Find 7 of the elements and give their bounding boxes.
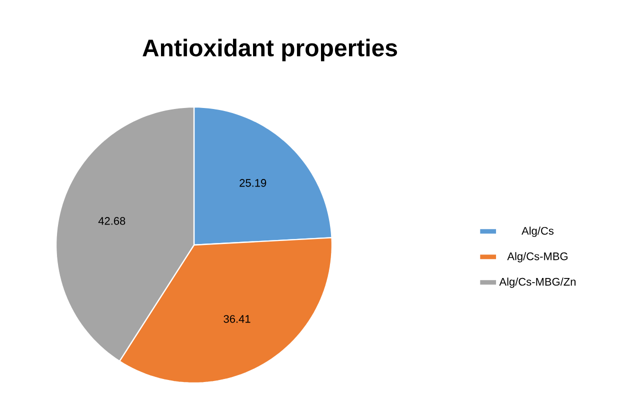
data-label: 25.19 [240, 179, 266, 187]
legend-label: Alg/Cs-MBG/Zn [499, 278, 576, 288]
chart-title: Antioxidant properties [142, 38, 398, 62]
data-label: 42.68 [98, 217, 126, 225]
legend-label: Alg/Cs [522, 226, 554, 237]
data-label: 36.41 [224, 315, 250, 323]
legend-label: Alg/Cs-MBG [507, 252, 568, 262]
